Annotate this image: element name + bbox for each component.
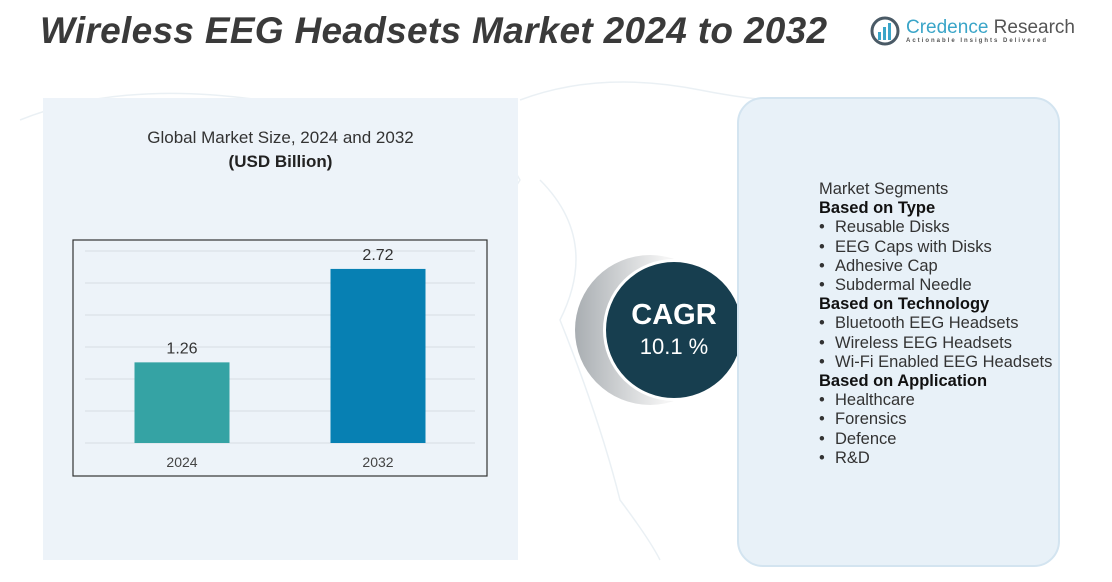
segment-item: Adhesive Cap (819, 257, 1052, 276)
segment-item: Defence (819, 430, 1052, 449)
segment-item: Subdermal Needle (819, 276, 1052, 295)
segment-item: Reusable Disks (819, 218, 1052, 237)
cagr-badge: CAGR 10.1 % (603, 259, 745, 401)
logo-name: Credence Research (906, 17, 1075, 38)
segment-item: Wireless EEG Headsets (819, 334, 1052, 353)
segment-item: Bluetooth EEG Headsets (819, 314, 1052, 333)
chart-title: Global Market Size, 2024 and 2032 (147, 128, 414, 147)
x-tick-2024: 2024 (166, 454, 197, 470)
segments-title: Market Segments (819, 180, 949, 198)
segment-header-technology: Based on Technology (819, 295, 990, 314)
segment-item: Forensics (819, 410, 1052, 429)
segment-header-application: Based on Application (819, 372, 988, 391)
segment-item: Healthcare (819, 391, 1052, 410)
chart-frame (72, 239, 488, 477)
cagr-value: 10.1 % (639, 334, 709, 359)
x-tick-2032: 2032 (362, 454, 393, 470)
segment-header-type: Based on Type (819, 199, 936, 218)
page-title: Wireless EEG Headsets Market 2024 to 203… (40, 10, 828, 51)
data-label-2032: 2.72 (362, 247, 393, 264)
segment-item: EEG Caps with Disks (819, 238, 1052, 257)
logo-tagline: Actionable Insights Delivered (906, 38, 1049, 44)
data-label-2024: 1.26 (166, 340, 197, 357)
cagr-label: CAGR (631, 299, 717, 331)
bar-chart-logo-icon (870, 16, 900, 46)
bar-2032 (330, 268, 426, 443)
logo: Credence Research Actionable Insights De… (870, 16, 1075, 46)
bar-2024 (134, 362, 230, 443)
segment-item: Wi-Fi Enabled EEG Headsets (819, 353, 1052, 372)
chart-unit: (USD Billion) (228, 152, 333, 171)
market-segments: Market Segments Based on Type Reusable D… (819, 180, 1052, 468)
segment-item: R&D (819, 449, 1052, 468)
chart-panel (43, 98, 518, 560)
